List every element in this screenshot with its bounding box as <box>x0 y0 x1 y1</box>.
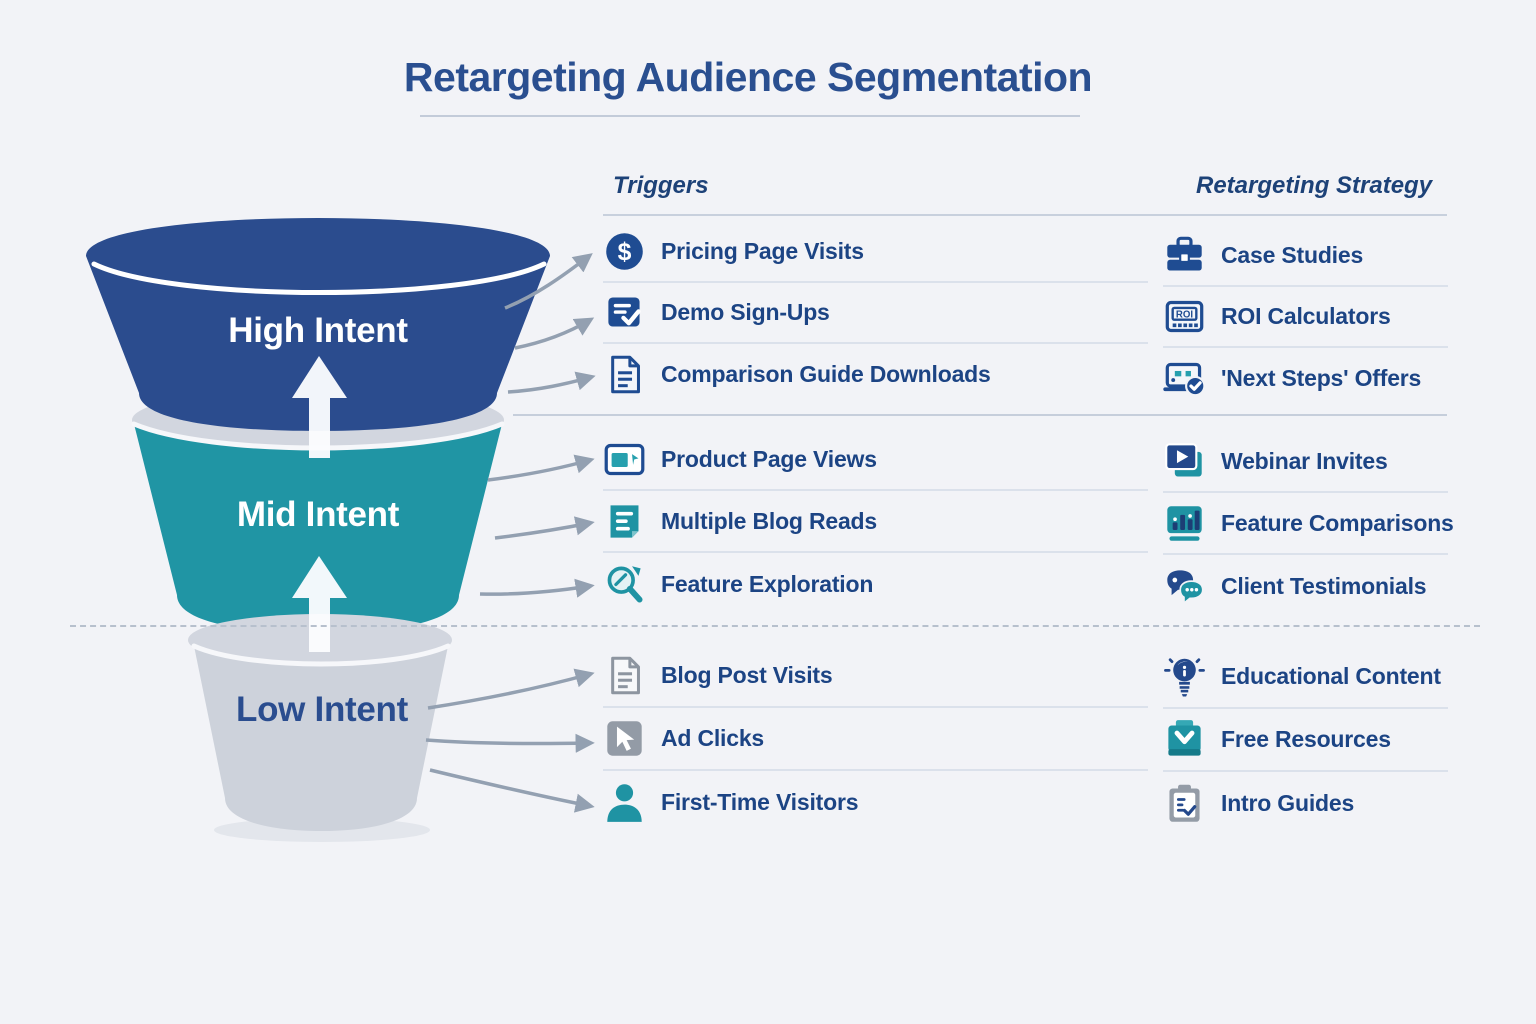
strategy-row: Educational Content <box>1163 646 1448 709</box>
magnifier-icon <box>603 563 646 606</box>
strategy-label: Free Resources <box>1221 726 1391 752</box>
trigger-label: Pricing Page Visits <box>661 238 864 264</box>
chat-bubbles-icon <box>1163 565 1206 608</box>
blog-notes-icon <box>603 500 646 543</box>
form-check-icon <box>603 291 646 334</box>
low-rim-ellipse <box>188 614 452 666</box>
strategy-column-header: Retargeting Strategy <box>1196 172 1433 199</box>
trigger-row: Demo Sign-Ups <box>603 283 1148 344</box>
trigger-label: Demo Sign-Ups <box>661 299 830 325</box>
strategy-row: 'Next Steps' Offers <box>1163 348 1448 409</box>
bar-chart-icon <box>1163 502 1206 545</box>
dollar-circle-icon: $ <box>603 230 646 273</box>
strategy-label: Intro Guides <box>1221 790 1355 816</box>
connector-arrows-mid <box>479 454 595 598</box>
strategy-label: Educational Content <box>1221 663 1441 689</box>
trigger-row: Feature Exploration <box>603 553 1148 615</box>
svg-text:$: $ <box>618 239 632 266</box>
trigger-row: First-Time Visitors <box>603 771 1148 834</box>
download-box-icon <box>1163 718 1206 761</box>
funnel-label-mid-intent: Mid Intent <box>236 495 400 534</box>
document-lines-icon <box>603 353 646 396</box>
strategy-label: Case Studies <box>1221 242 1364 268</box>
laptop-check-icon <box>1163 357 1206 400</box>
strategy-label: Client Testimonials <box>1221 572 1427 599</box>
mid-low-dashed-separator <box>70 625 1480 627</box>
trigger-row: Ad Clicks <box>603 708 1148 771</box>
roi-calculator-icon: ROI <box>1163 295 1206 338</box>
high-rim-highlight <box>91 261 547 295</box>
browser-window-icon <box>603 438 646 481</box>
trigger-label: Ad Clicks <box>661 725 765 751</box>
low-shadow <box>214 818 430 842</box>
trigger-label: Comparison Guide Downloads <box>661 361 991 387</box>
strategy-group-high: Case Studies ROI ROI Calculators 'Next S… <box>1163 226 1448 409</box>
trigger-row: Blog Post Visits <box>603 645 1148 708</box>
strategy-label: Feature Comparisons <box>1221 509 1454 536</box>
low-rim-highlight <box>191 643 451 667</box>
title-underline <box>420 115 1080 117</box>
strategy-group-mid: Webinar Invites Feature Comparisons Clie… <box>1163 431 1454 617</box>
briefcase-icon <box>1163 234 1206 277</box>
trigger-row: $ Pricing Page Visits <box>603 222 1148 283</box>
trigger-label: Product Page Views <box>661 445 877 472</box>
strategy-row: Webinar Invites <box>1163 431 1448 493</box>
header-underline <box>603 214 1447 216</box>
trigger-row: Product Page Views <box>603 429 1148 491</box>
trigger-label: First-Time Visitors <box>661 789 859 815</box>
triggers-group-high: $ Pricing Page Visits Demo Sign-Ups Comp… <box>603 222 1148 405</box>
trigger-row: Comparison Guide Downloads <box>603 344 1148 405</box>
triggers-group-mid: Product Page Views Multiple Blog Reads F… <box>603 429 1148 615</box>
trigger-label: Blog Post Visits <box>661 662 833 688</box>
cursor-click-icon <box>603 717 646 760</box>
trigger-label: Feature Exploration <box>661 570 874 597</box>
document-gray-icon <box>603 654 646 697</box>
clipboard-check-icon <box>1163 782 1206 825</box>
person-icon <box>603 781 646 824</box>
mid-rim-ellipse <box>132 388 504 452</box>
lightbulb-icon <box>1163 655 1206 698</box>
page-title: Retargeting Audience Segmentation <box>403 54 1093 100</box>
trigger-row: Multiple Blog Reads <box>603 491 1148 553</box>
video-play-icon <box>1163 440 1206 483</box>
strategy-row: Free Resources <box>1163 709 1448 772</box>
funnel-label-low-intent: Low Intent <box>236 690 408 729</box>
mid-rim-highlight <box>131 421 505 451</box>
funnel-label-high-intent: High Intent <box>228 311 408 350</box>
low-intent-segment <box>194 646 448 831</box>
connector-arrows-high <box>504 253 596 394</box>
strategy-row: ROI ROI Calculators <box>1163 287 1448 348</box>
strategy-row: Case Studies <box>1163 226 1448 287</box>
strategy-row: Feature Comparisons <box>1163 493 1454 555</box>
strategy-row: Intro Guides <box>1163 772 1448 835</box>
up-arrow-high <box>292 356 347 458</box>
triggers-column-header: Triggers <box>613 172 709 199</box>
strategy-label: ROI Calculators <box>1221 303 1391 329</box>
svg-text:ROI: ROI <box>1176 310 1193 321</box>
strategy-label: 'Next Steps' Offers <box>1221 365 1422 391</box>
trigger-label: Multiple Blog Reads <box>661 507 877 534</box>
high-mid-separator <box>513 414 1447 416</box>
strategy-group-low: Educational Content Free Resources Intro… <box>1163 646 1448 835</box>
up-arrow-mid <box>292 556 347 652</box>
strategy-row: Client Testimonials <box>1163 555 1448 617</box>
strategy-label: Webinar Invites <box>1221 447 1388 474</box>
triggers-group-low: Blog Post Visits Ad Clicks First-Time Vi… <box>603 645 1148 834</box>
